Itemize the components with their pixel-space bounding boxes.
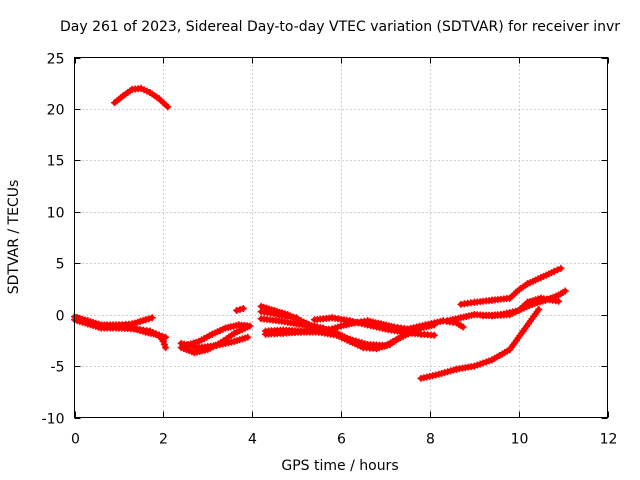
data-point-marker (246, 322, 254, 330)
series-arc-late-2 (457, 264, 565, 308)
data-point-marker (555, 297, 563, 305)
data-point-marker (233, 307, 241, 314)
data-point-marker (239, 305, 247, 312)
data-point-marker (244, 333, 252, 341)
data-point-marker (142, 316, 150, 324)
data-point-marker (148, 314, 156, 322)
x-tick-label: 0 (71, 432, 80, 448)
series-arc-dip-3 (177, 333, 252, 352)
y-tick-label: 5 (56, 257, 65, 273)
x-tick-label: 6 (337, 432, 346, 448)
x-tick-label: 8 (426, 432, 435, 448)
data-point-marker (430, 331, 438, 339)
data-point-marker (158, 332, 166, 340)
y-tick-label: 25 (47, 52, 65, 68)
y-tick-label: -5 (51, 360, 65, 376)
y-tick-label: 15 (47, 154, 65, 170)
data-point-marker (155, 331, 163, 339)
y-tick-label: 10 (47, 206, 65, 222)
series-arc-high (111, 84, 172, 111)
series-arc-early-3 (128, 324, 170, 341)
data-point-marker (535, 306, 543, 313)
plot-frame (74, 57, 608, 418)
data-point-marker (430, 321, 438, 329)
data-point-marker (236, 306, 244, 313)
grid (74, 57, 608, 418)
data-point-marker (160, 341, 168, 348)
data-series (71, 84, 569, 382)
x-tick-label: 2 (159, 432, 168, 448)
data-point-marker (293, 314, 301, 322)
series-arc-mid-4 (262, 328, 403, 353)
series-arc-late-3 (479, 287, 569, 320)
x-tick-label: 4 (248, 432, 257, 448)
data-point-marker (561, 287, 569, 295)
series-arc-mid-5 (310, 314, 438, 339)
data-point-marker (550, 267, 558, 275)
chart-title: Day 261 of 2023, Sidereal Day-to-day VTE… (60, 19, 620, 35)
y-axis-title: SDTVAR / TECUs (6, 180, 22, 295)
data-point-marker (557, 264, 565, 272)
series-arc-dip-2 (182, 321, 254, 349)
x-tick-label: 10 (511, 432, 529, 448)
data-point-marker (395, 334, 403, 342)
data-point-marker (459, 323, 467, 331)
series-arc-late-low (417, 306, 543, 382)
x-tick-label: 12 (600, 432, 618, 448)
series-arc-mid-6 (257, 308, 301, 322)
y-tick-label: -10 (42, 412, 65, 428)
data-point-marker (164, 103, 172, 111)
axis-ticks: 0 2 4 6 8 10 12 -10 -5 0 5 10 15 20 25 (42, 52, 618, 448)
data-point-marker (145, 315, 153, 323)
series-arc-early-2 (71, 313, 156, 329)
y-tick-label: 0 (56, 309, 65, 325)
x-axis-title: GPS time / hours (281, 458, 398, 474)
data-point-marker (554, 266, 561, 274)
series-arc-short (233, 305, 247, 314)
data-point-marker (162, 344, 170, 352)
data-point-marker (162, 333, 170, 341)
y-tick-label: 20 (47, 103, 65, 119)
